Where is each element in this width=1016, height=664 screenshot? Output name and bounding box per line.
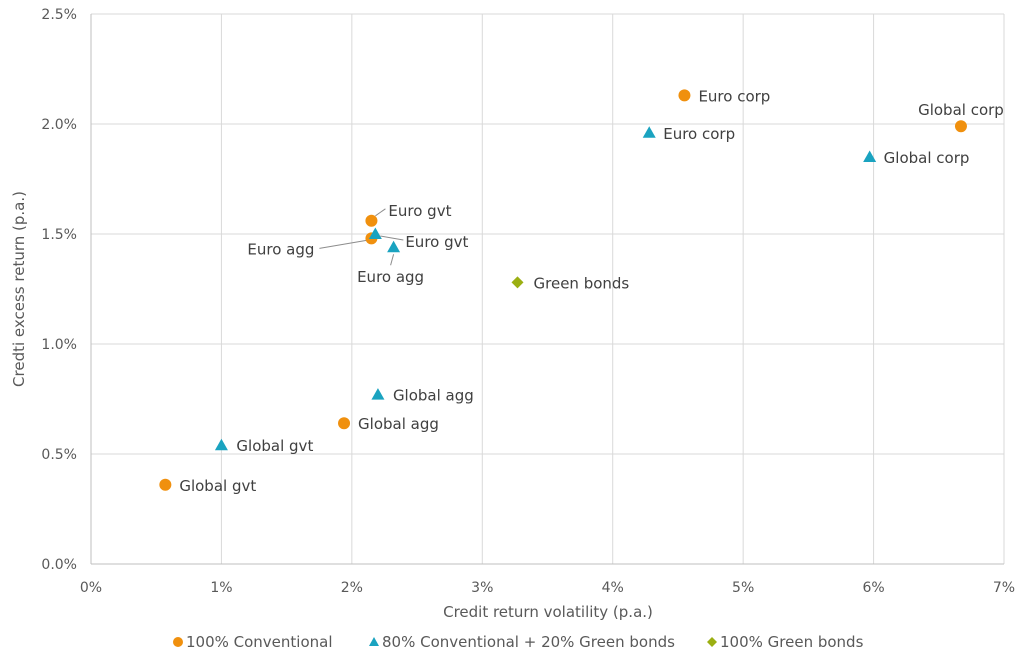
legend-label: 100% Conventional	[186, 633, 333, 651]
x-tick-label: 5%	[732, 580, 754, 596]
data-label: Global corp	[884, 149, 970, 167]
legend-label: 100% Green bonds	[720, 633, 864, 651]
legend-circle-icon	[173, 637, 183, 647]
diamond-marker	[512, 276, 524, 288]
data-labels: Euro corp Global corp Euro gvt Euro agg Glob…	[179, 87, 1003, 494]
data-label: Global corp	[918, 101, 1004, 119]
data-label: Euro corp	[663, 125, 735, 143]
triangle-marker	[215, 439, 228, 451]
data-label: Euro gvt	[405, 233, 468, 251]
x-tick-label: 2%	[341, 580, 363, 596]
circle-marker	[678, 89, 690, 101]
triangle-marker	[863, 151, 876, 163]
data-label: Euro corp	[698, 87, 770, 105]
x-tick-label: 7%	[993, 580, 1015, 596]
axes: 0% 1% 2% 3% 4% 5% 6% 7% 0.0% 0.5% 1.0% 1.5% 2.0% 2.5%	[41, 7, 1015, 596]
triangle-marker	[643, 126, 656, 138]
y-tick-label: 1.0%	[41, 337, 77, 353]
legend-diamond-icon	[707, 637, 717, 647]
x-axis-title: Credit return volatility (p.a.)	[443, 603, 653, 621]
legend: 100% Conventional 80% Conventional + 20% …	[173, 633, 864, 651]
y-tick-label: 2.0%	[41, 117, 77, 133]
y-tick-label: 0.5%	[41, 447, 77, 463]
circle-marker	[159, 479, 171, 491]
y-tick-label: 2.5%	[41, 7, 77, 23]
data-label: Global agg	[358, 415, 439, 433]
data-label: Euro gvt	[388, 202, 451, 220]
x-tick-label: 1%	[210, 580, 232, 596]
y-tick-label: 1.5%	[41, 227, 77, 243]
data-label: Euro agg	[357, 268, 424, 286]
data-label: Global gvt	[236, 437, 313, 455]
triangle-marker	[387, 241, 400, 253]
data-label: Global gvt	[179, 477, 256, 495]
data-label: Green bonds	[534, 274, 630, 292]
leader-line	[319, 240, 366, 248]
data-label: Euro agg	[247, 240, 314, 258]
x-tick-label: 6%	[862, 580, 884, 596]
x-tick-label: 4%	[602, 580, 624, 596]
circle-marker	[955, 120, 967, 132]
x-tick-label: 0%	[80, 580, 102, 596]
leader-line	[375, 209, 385, 216]
y-tick-label: 0.0%	[41, 557, 77, 573]
circle-marker	[338, 417, 350, 429]
triangle-marker	[371, 388, 384, 400]
data-label: Global agg	[393, 387, 474, 405]
circle-marker	[365, 215, 377, 227]
leader-line	[380, 236, 403, 240]
legend-triangle-icon	[369, 637, 379, 646]
x-tick-label: 3%	[471, 580, 493, 596]
leader-line	[391, 254, 394, 265]
y-axis-title: Credti excess return (p.a.)	[10, 191, 28, 387]
legend-label: 80% Conventional + 20% Green bonds	[382, 633, 675, 651]
